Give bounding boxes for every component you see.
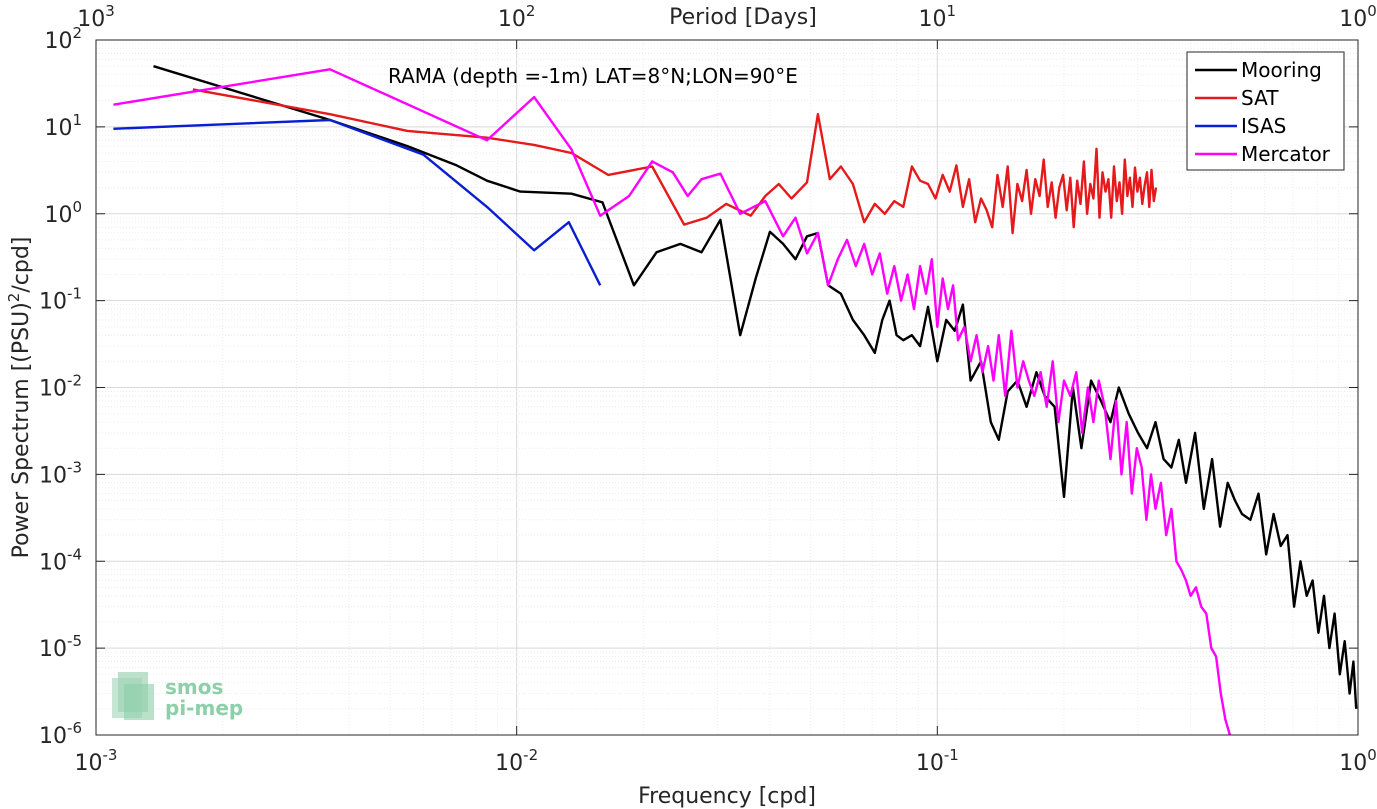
top-tick-label: 103: [77, 2, 115, 32]
x-tick-label: 10-1: [916, 746, 959, 776]
y-tick-label: 10-2: [39, 372, 82, 402]
y-axis-label-sup: 2: [5, 293, 23, 303]
legend: Mooring SAT ISAS Mercator: [1186, 51, 1345, 171]
series-line-mooring: [153, 65, 1358, 709]
y-tick-label: 102: [44, 24, 82, 54]
series-lines: [113, 65, 1358, 736]
logo-line-2: pi-mep: [165, 696, 243, 720]
x-axis-label: Frequency [cpd]: [638, 784, 816, 809]
station-annotation: RAMA (depth =-1m) LAT=8°N;LON=90°E: [388, 64, 798, 88]
series-line-sat: [192, 88, 1158, 235]
y-tick-label: 10-1: [39, 285, 82, 315]
grid-lines: [95, 40, 1358, 736]
y-axis-label: Power Spectrum [(PSU)2/cpd]: [5, 237, 34, 559]
y-axis-label-tail: /cpd]: [9, 237, 34, 293]
series-line-isas: [113, 118, 602, 286]
legend-label-mercator: Mercator: [1241, 142, 1331, 166]
y-tick-label: 10-5: [39, 632, 82, 662]
series-line-mercator: [113, 68, 1232, 736]
x-tick-label: 10-3: [75, 746, 118, 776]
legend-label-isas: ISAS: [1241, 114, 1286, 138]
y-tick-labels: 10-6 10-5 10-4 10-3 10-2 10-1 100 101 102: [39, 24, 82, 749]
top-tick-label: 101: [919, 2, 957, 32]
legend-box: [1186, 51, 1345, 171]
logo-line-1: smos: [165, 675, 223, 699]
y-tick-label: 101: [44, 111, 82, 141]
y-tick-label: 100: [44, 198, 82, 228]
y-tick-label: 10-3: [39, 458, 82, 488]
y-axis-label-main: Power Spectrum [(PSU): [9, 302, 34, 558]
x-tick-label: 10-2: [495, 746, 538, 776]
top-tick-label: 102: [498, 2, 536, 32]
axis-ticks: [95, 39, 1359, 736]
smos-pi-mep-logo: smos pi-mep: [112, 672, 243, 720]
x-tick-labels: 10-3 10-2 10-1 100: [75, 746, 1377, 776]
top-tick-labels: 103 102 101 100: [77, 2, 1377, 32]
y-tick-label: 10-4: [39, 545, 82, 575]
x-tick-label: 100: [1339, 746, 1377, 776]
y-tick-label: 10-6: [39, 719, 82, 749]
legend-label-sat: SAT: [1241, 86, 1279, 110]
top-tick-label: 100: [1339, 2, 1377, 32]
legend-label-mooring: Mooring: [1241, 58, 1322, 82]
top-axis-label: Period [Days]: [669, 5, 817, 30]
